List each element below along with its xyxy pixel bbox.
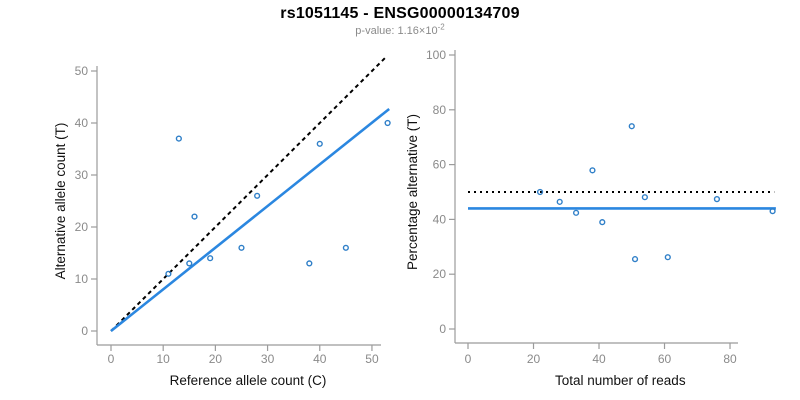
y-tick-label: 10 — [75, 272, 89, 286]
y-tick-label: 0 — [439, 322, 446, 336]
data-point — [384, 119, 391, 127]
data-point — [631, 256, 639, 263]
figure-subtitle: p-value: 1.16×10-2 — [0, 22, 800, 37]
data-point — [641, 194, 648, 201]
x-tick-label: 60 — [658, 352, 672, 366]
x-tick-label: 50 — [365, 352, 379, 366]
p-value-exponent: -2 — [437, 22, 445, 32]
x-tick-label: 20 — [527, 352, 541, 366]
y-tick-label: 30 — [75, 168, 89, 182]
data-point — [536, 188, 544, 196]
y-tick-label: 20 — [433, 267, 447, 281]
y-tick-label: 40 — [433, 212, 447, 226]
data-point — [306, 260, 313, 267]
data-point — [175, 135, 182, 142]
y-tick-label: 40 — [75, 116, 89, 130]
data-point — [556, 198, 563, 205]
y-axis-title: Alternative allele count (T) — [53, 123, 68, 280]
y-tick-label: 100 — [426, 48, 446, 62]
p-value-text: p-value: 1.16×10 — [355, 25, 438, 37]
y-tick-label: 80 — [433, 103, 447, 117]
data-point — [207, 255, 214, 262]
x-tick-label: 0 — [465, 352, 472, 366]
y-axis-title: Percentage alternative (T) — [405, 114, 420, 270]
data-point — [589, 167, 596, 174]
y-tick-label: 0 — [81, 324, 88, 338]
data-point — [165, 270, 172, 277]
data-point — [713, 196, 721, 203]
data-point — [628, 123, 635, 130]
data-point — [572, 209, 580, 216]
data-point — [342, 244, 349, 251]
x-tick-label: 40 — [592, 352, 606, 366]
x-tick-label: 20 — [209, 352, 223, 366]
x-axis-title: Reference allele count (C) — [170, 373, 327, 388]
x-axis-title: Total number of reads — [555, 373, 686, 388]
data-point — [191, 213, 198, 220]
data-point — [599, 219, 606, 226]
x-tick-label: 80 — [723, 352, 737, 366]
y-tick-label: 50 — [75, 64, 89, 78]
figure-title: rs1051145 - ENSG00000134709 — [280, 5, 520, 22]
x-tick-label: 40 — [313, 352, 327, 366]
y-tick-label: 60 — [433, 158, 447, 172]
x-tick-label: 30 — [261, 352, 275, 366]
data-point — [664, 254, 671, 261]
regression-fit-line — [110, 107, 390, 333]
identity-reference-line — [110, 57, 386, 332]
x-tick-label: 10 — [157, 352, 171, 366]
data-point — [254, 192, 261, 199]
data-point — [769, 208, 776, 215]
data-point — [238, 244, 245, 251]
data-point — [186, 260, 193, 267]
y-tick-label: 20 — [75, 220, 89, 234]
x-tick-label: 0 — [108, 352, 115, 366]
data-point — [316, 140, 323, 147]
